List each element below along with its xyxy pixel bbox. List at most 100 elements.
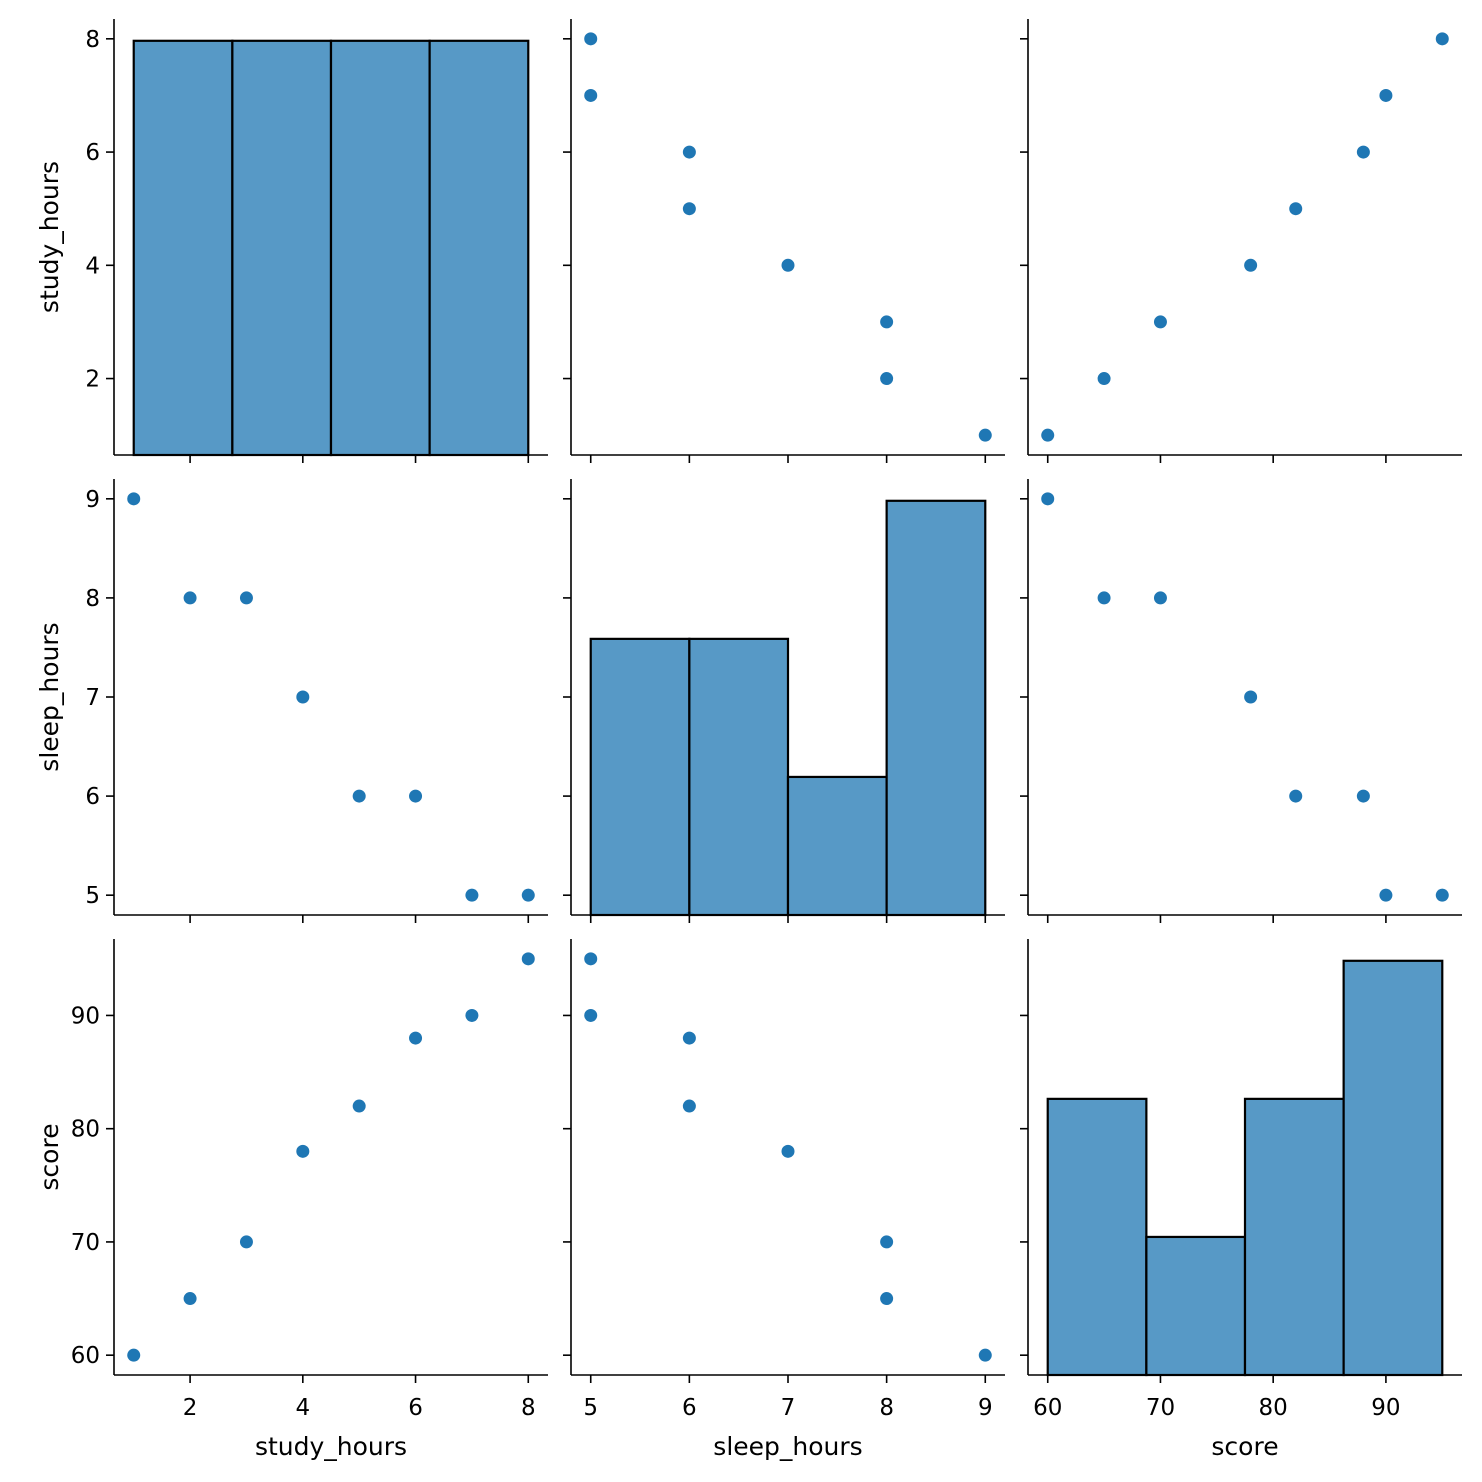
x-tick-label: 2	[183, 1395, 198, 1421]
scatter-point	[1379, 888, 1393, 902]
histogram-bar-study_hours-1	[231, 39, 333, 457]
scatter-point	[465, 1008, 479, 1022]
y-axis-label: sleep_hours	[35, 622, 64, 771]
y-tick-label: 8	[85, 586, 100, 612]
histogram-bar-score-0	[1046, 1097, 1148, 1377]
x-axis-label: study_hours	[255, 1432, 407, 1461]
histogram-bar-study_hours-3	[428, 39, 530, 457]
scatter-point	[296, 690, 310, 704]
scatter-point	[880, 315, 894, 329]
y-axis-label: score	[35, 1123, 64, 1190]
scatter-point	[880, 372, 894, 386]
x-tick-label: 8	[521, 1395, 536, 1421]
scatter-point	[409, 789, 423, 803]
y-tick-label: 6	[85, 784, 100, 810]
panel-score-vs-score: 60 70 80 90	[1020, 939, 1462, 1421]
panel-study_hours-vs-study_hours: 2 4 6 8	[85, 19, 548, 463]
scatter-point	[584, 88, 598, 102]
scatter-point	[1041, 428, 1055, 442]
y-tick-label: 8	[85, 27, 100, 53]
x-tick-label: 8	[879, 1395, 894, 1421]
histogram-bar-score-2	[1243, 1097, 1345, 1377]
histogram-bar-sleep_hours-2	[786, 775, 888, 917]
y-tick-label: 9	[85, 487, 100, 513]
x-tick-label: 5	[583, 1395, 598, 1421]
y-tick-label: 5	[85, 883, 100, 909]
scatter-point	[781, 258, 795, 272]
scatter-point	[1289, 789, 1303, 803]
scatter-point	[521, 952, 535, 966]
y-tick-label: 70	[71, 1230, 100, 1256]
histogram-bar-sleep_hours-0	[589, 637, 691, 917]
scatter-point	[584, 952, 598, 966]
x-tick-label: 4	[295, 1395, 310, 1421]
scatter-point	[682, 145, 696, 159]
y-tick-label: 4	[85, 253, 100, 279]
scatter-point	[521, 888, 535, 902]
scatter-point	[880, 1292, 894, 1306]
scatter-point	[978, 1348, 992, 1362]
x-tick-label: 90	[1371, 1395, 1400, 1421]
scatter-point	[296, 1144, 310, 1158]
scatter-point	[682, 202, 696, 216]
histogram-bar-study_hours-0	[132, 39, 234, 457]
scatter-point	[409, 1031, 423, 1045]
histogram-bar-score-3	[1342, 959, 1444, 1377]
scatter-point	[1041, 492, 1055, 506]
scatter-point	[682, 1099, 696, 1113]
scatter-point	[127, 1348, 141, 1362]
scatter-point	[239, 591, 253, 605]
y-tick-label: 7	[85, 685, 100, 711]
scatter-point	[1153, 591, 1167, 605]
panel-study_hours-vs-score	[1020, 19, 1462, 463]
scatter-point	[1244, 258, 1258, 272]
panel-sleep_hours-vs-sleep_hours	[563, 479, 1005, 923]
y-tick-label: 60	[71, 1343, 100, 1369]
y-tick-label: 80	[71, 1117, 100, 1143]
panel-score-vs-sleep_hours: 5 6 7 8 9	[563, 939, 1005, 1421]
x-axis-label: score	[1211, 1432, 1278, 1461]
scatter-point	[352, 789, 366, 803]
scatter-point	[1097, 591, 1111, 605]
histogram-bar-sleep_hours-3	[885, 499, 987, 917]
scatter-point	[682, 1031, 696, 1045]
scatter-point	[584, 32, 598, 46]
scatter-point	[1244, 690, 1258, 704]
scatter-point	[880, 1235, 894, 1249]
scatter-point	[1435, 888, 1449, 902]
x-tick-label: 60	[1033, 1395, 1062, 1421]
scatter-point	[1289, 202, 1303, 216]
scatter-point	[1356, 789, 1370, 803]
y-axis-label: study_hours	[35, 161, 64, 313]
histogram-bar-score-1	[1145, 1235, 1247, 1377]
scatter-point	[1356, 145, 1370, 159]
scatter-point	[584, 1008, 598, 1022]
x-tick-label: 9	[978, 1395, 993, 1421]
scatter-point	[352, 1099, 366, 1113]
panel-sleep_hours-vs-study_hours: 5 6 7 8 9	[85, 479, 548, 923]
y-tick-label: 2	[85, 367, 100, 393]
scatter-point	[1097, 372, 1111, 386]
y-tick-label: 6	[85, 140, 100, 166]
scatter-point	[978, 428, 992, 442]
scatter-point	[183, 1292, 197, 1306]
scatter-point	[239, 1235, 253, 1249]
scatter-point	[1153, 315, 1167, 329]
x-tick-label: 70	[1146, 1395, 1175, 1421]
scatter-point	[781, 1144, 795, 1158]
panel-score-vs-study_hours: 2 4 6 8 60 70 80 90	[71, 939, 548, 1421]
panel-sleep_hours-vs-score	[1020, 479, 1462, 923]
panel-study_hours-vs-sleep_hours	[563, 19, 1005, 463]
x-tick-label: 6	[682, 1395, 697, 1421]
scatter-point	[127, 492, 141, 506]
x-tick-label: 80	[1259, 1395, 1288, 1421]
scatter-point	[1379, 88, 1393, 102]
x-axis-label: sleep_hours	[713, 1432, 862, 1461]
histogram-bar-sleep_hours-1	[688, 637, 790, 917]
y-tick-label: 90	[71, 1003, 100, 1029]
histogram-bar-study_hours-2	[329, 39, 431, 457]
x-tick-label: 7	[781, 1395, 796, 1421]
x-tick-label: 6	[408, 1395, 423, 1421]
scatter-point	[1435, 32, 1449, 46]
